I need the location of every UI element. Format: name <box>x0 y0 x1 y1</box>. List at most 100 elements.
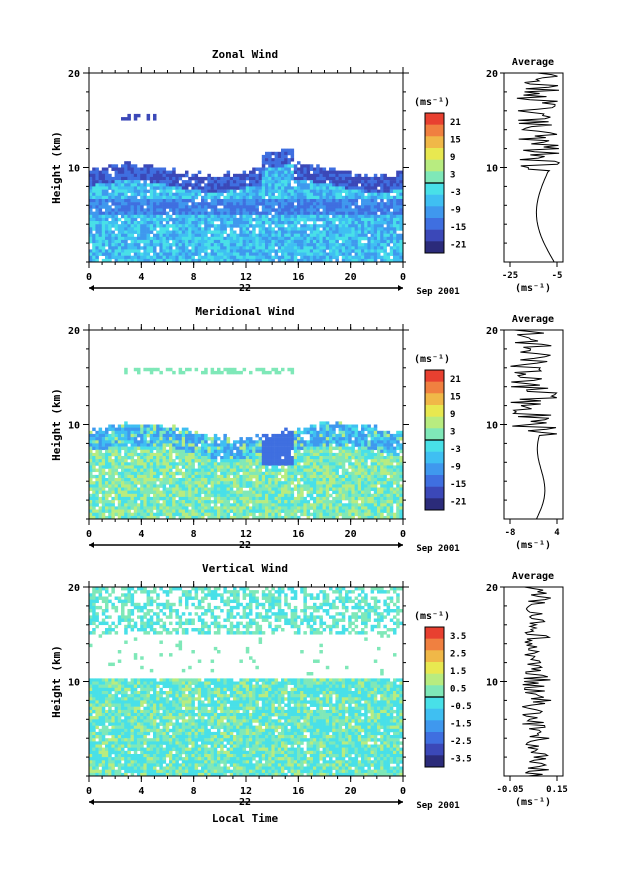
heatmap-cell <box>108 490 112 495</box>
heatmap-cell <box>255 503 259 507</box>
heatmap-cell <box>313 208 317 212</box>
heatmap-cell <box>306 217 311 222</box>
heatmap-cell <box>201 249 205 253</box>
heatmap-cell <box>124 208 128 212</box>
heatmap-cell <box>223 481 227 485</box>
heatmap-cell <box>306 459 311 463</box>
heatmap-cell <box>306 167 311 171</box>
heatmap-cell <box>201 433 205 438</box>
heatmap-cell <box>133 509 138 513</box>
heatmap-cell <box>309 214 314 219</box>
heatmap-cell <box>313 205 317 209</box>
heatmap-cell <box>245 176 250 181</box>
heatmap-cell <box>217 509 221 513</box>
heatmap-cell <box>261 452 266 457</box>
heatmap-cell <box>114 224 119 228</box>
heatmap-cell <box>242 176 247 181</box>
heatmap-cell <box>325 421 330 425</box>
heatmap-cell <box>386 208 391 212</box>
heatmap-cell <box>149 164 154 168</box>
heatmap-cell <box>303 189 307 194</box>
heatmap-cell <box>249 258 253 263</box>
heatmap-cell <box>290 255 295 260</box>
heatmap-cell <box>153 246 157 250</box>
heatmap-cell <box>389 230 394 234</box>
heatmap-cell <box>223 183 227 187</box>
heatmap-cell <box>370 239 375 244</box>
heatmap-cell <box>351 258 355 263</box>
heatmap-cell <box>111 252 115 256</box>
heatmap-cell <box>249 249 253 253</box>
heatmap-cell <box>98 515 103 520</box>
heatmap-cell <box>290 246 295 250</box>
heatmap-cell <box>204 186 208 190</box>
heatmap-cell <box>178 183 183 187</box>
heatmap-cell <box>137 509 141 513</box>
heatmap-cell <box>393 195 397 200</box>
heatmap-cell <box>370 243 375 247</box>
heatmap-cell <box>290 437 295 441</box>
heatmap-cell <box>223 440 227 444</box>
heatmap-cell <box>169 465 173 469</box>
heatmap-cell <box>303 208 307 212</box>
heatmap-cell <box>98 427 103 432</box>
heatmap-cell <box>220 202 224 206</box>
heatmap-cell <box>277 208 282 212</box>
heatmap-cell <box>178 192 183 197</box>
heatmap-cell <box>137 258 141 263</box>
heatmap-cell <box>252 471 256 476</box>
heatmap-cell <box>271 459 275 463</box>
heatmap-cell <box>229 515 234 520</box>
heatmap-cell <box>316 227 320 231</box>
heatmap-cell <box>162 227 167 231</box>
heatmap-cell <box>399 205 403 209</box>
heatmap-cell <box>217 214 221 219</box>
heatmap-cell <box>194 208 199 212</box>
heatmap-cell <box>274 173 279 178</box>
heatmap-cell <box>377 176 381 181</box>
heatmap-cell <box>114 427 119 432</box>
heatmap-cell <box>223 217 227 222</box>
heatmap-cell <box>284 233 288 238</box>
heatmap-cell <box>319 440 323 444</box>
heatmap-cell <box>293 192 298 197</box>
heatmap-cell <box>201 474 205 479</box>
heatmap-cell <box>191 484 195 488</box>
heatmap-cell <box>153 224 157 228</box>
heatmap-cell <box>89 449 93 454</box>
heatmap-cell <box>114 255 119 260</box>
heatmap-cell <box>287 443 291 447</box>
heatmap-cell <box>133 500 138 504</box>
heatmap-cell <box>223 484 227 488</box>
heatmap-cell <box>313 433 317 438</box>
heatmap-cell <box>159 186 163 190</box>
heatmap-cell <box>383 208 387 212</box>
heatmap-cell <box>313 173 317 178</box>
heatmap-cell <box>281 233 285 238</box>
heatmap-cell <box>290 433 295 438</box>
heatmap-cell <box>252 493 256 498</box>
heatmap-cell <box>210 239 215 244</box>
heatmap-cell <box>143 449 147 454</box>
heatmap-cell <box>261 186 266 190</box>
heatmap-cell <box>153 433 157 438</box>
heatmap-cell <box>332 176 336 181</box>
heatmap-cell <box>271 183 275 187</box>
heatmap-cell <box>181 509 186 513</box>
heatmap-cell <box>146 367 151 372</box>
heatmap-cell <box>351 243 355 247</box>
heatmap-cell <box>364 249 368 253</box>
heatmap-cell <box>268 205 272 209</box>
heatmap-cell <box>261 236 266 241</box>
heatmap-cell <box>348 202 352 206</box>
heatmap-cell <box>233 462 237 466</box>
heatmap-cell <box>332 195 336 200</box>
heatmap-cell <box>252 246 256 250</box>
heatmap-cell <box>95 208 99 212</box>
heatmap-cell <box>364 199 368 203</box>
heatmap-cell <box>293 246 298 250</box>
heatmap-cell <box>204 443 208 447</box>
heatmap-cell <box>95 493 99 498</box>
heatmap-cell <box>370 199 375 203</box>
